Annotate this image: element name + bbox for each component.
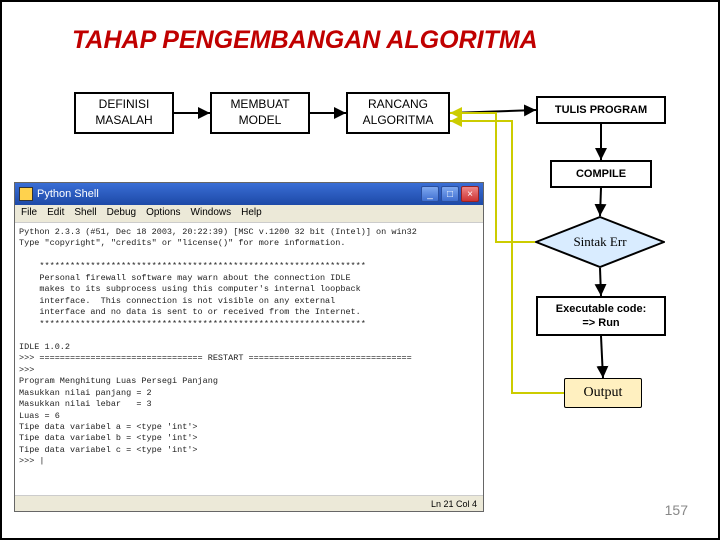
maximize-button[interactable]: □: [441, 186, 459, 202]
flow-node-definisi: DEFINISI MASALAH: [74, 92, 174, 134]
window-buttons: _ □ ×: [421, 186, 479, 202]
decision-label: Sintak Err: [535, 234, 665, 250]
flow-node-membuat: MEMBUAT MODEL: [210, 92, 310, 134]
flow-node-compile: COMPILE: [550, 160, 652, 188]
menu-options[interactable]: Options: [146, 207, 180, 220]
menubar: File Edit Shell Debug Options Windows Help: [15, 205, 483, 223]
page-number: 157: [665, 502, 688, 518]
minimize-button[interactable]: _: [421, 186, 439, 202]
menu-shell[interactable]: Shell: [74, 207, 96, 220]
output-node: Output: [564, 378, 642, 408]
menu-file[interactable]: File: [21, 207, 37, 220]
close-button[interactable]: ×: [461, 186, 479, 202]
output-label: Output: [584, 385, 623, 401]
flow-node-tulis: TULIS PROGRAM: [536, 96, 666, 124]
python-icon: [19, 187, 33, 201]
menu-debug[interactable]: Debug: [107, 207, 136, 220]
flow-node-exec: Executable code: => Run: [536, 296, 666, 336]
statusbar: Ln 21 Col 4: [15, 495, 483, 511]
window-title: Python Shell: [37, 188, 99, 200]
python-shell-window: Python Shell _ □ × File Edit Shell Debug Opt…: [14, 182, 484, 512]
status-text: Ln 21 Col 4: [431, 499, 477, 509]
shell-content[interactable]: Python 2.3.3 (#51, Dec 18 2003, 20:22:39…: [15, 223, 483, 495]
menu-windows[interactable]: Windows: [191, 207, 232, 220]
window-titlebar: Python Shell _ □ ×: [15, 183, 483, 205]
page-title: TAHAP PENGEMBANGAN ALGORITMA: [72, 26, 538, 55]
decision-node: Sintak Err: [535, 216, 665, 268]
menu-edit[interactable]: Edit: [47, 207, 64, 220]
menu-help[interactable]: Help: [241, 207, 262, 220]
flow-node-rancang: RANCANG ALGORITMA: [346, 92, 450, 134]
